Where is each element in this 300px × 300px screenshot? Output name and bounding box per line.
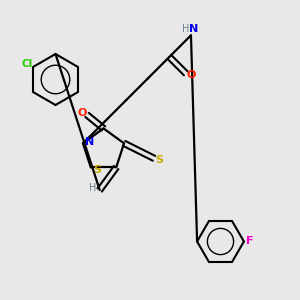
Text: Cl: Cl [21,59,32,69]
Text: O: O [77,107,87,118]
Text: F: F [245,236,253,247]
Text: S: S [93,166,101,176]
Text: N: N [85,137,94,147]
Text: H: H [88,184,96,194]
Text: H: H [182,24,189,34]
Text: N: N [189,24,199,34]
Text: O: O [187,70,196,80]
Text: S: S [155,155,163,165]
